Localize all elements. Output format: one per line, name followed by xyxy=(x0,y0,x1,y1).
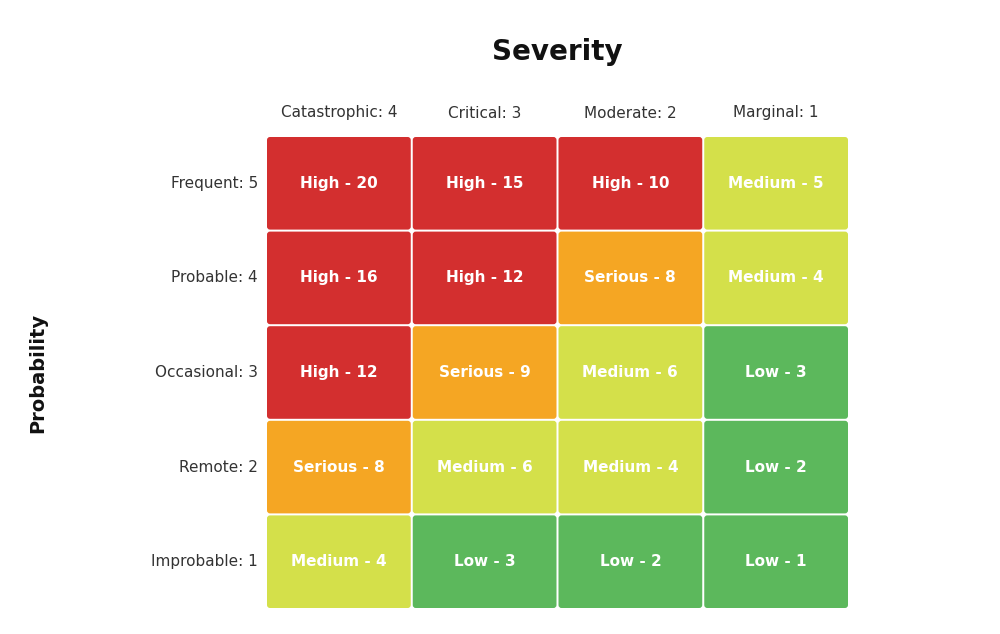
Text: Moderate: 2: Moderate: 2 xyxy=(584,105,677,120)
FancyBboxPatch shape xyxy=(704,421,848,514)
FancyBboxPatch shape xyxy=(267,327,411,419)
Text: Medium - 4: Medium - 4 xyxy=(728,270,824,285)
Text: Medium - 5: Medium - 5 xyxy=(728,176,824,191)
Text: Low - 3: Low - 3 xyxy=(454,554,515,569)
FancyBboxPatch shape xyxy=(704,137,848,230)
Text: Low - 2: Low - 2 xyxy=(600,554,661,569)
Text: Low - 3: Low - 3 xyxy=(745,365,807,380)
FancyBboxPatch shape xyxy=(558,231,702,324)
Text: Serious - 8: Serious - 8 xyxy=(293,460,385,475)
Text: Catastrophic: 4: Catastrophic: 4 xyxy=(281,105,397,120)
Text: High - 12: High - 12 xyxy=(300,365,378,380)
FancyBboxPatch shape xyxy=(413,515,556,608)
FancyBboxPatch shape xyxy=(558,137,702,230)
FancyBboxPatch shape xyxy=(413,231,556,324)
Text: High - 20: High - 20 xyxy=(300,176,378,191)
Text: Frequent: 5: Frequent: 5 xyxy=(171,176,258,191)
FancyBboxPatch shape xyxy=(704,515,848,608)
Text: Marginal: 1: Marginal: 1 xyxy=(733,105,819,120)
Text: Serious - 8: Serious - 8 xyxy=(584,270,676,285)
FancyBboxPatch shape xyxy=(558,515,702,608)
Text: High - 15: High - 15 xyxy=(446,176,523,191)
FancyBboxPatch shape xyxy=(704,231,848,324)
FancyBboxPatch shape xyxy=(413,421,556,514)
Text: Medium - 4: Medium - 4 xyxy=(583,460,678,475)
Text: High - 16: High - 16 xyxy=(300,270,378,285)
Text: Improbable: 1: Improbable: 1 xyxy=(151,554,258,569)
Text: Low - 2: Low - 2 xyxy=(745,460,807,475)
Text: Remote: 2: Remote: 2 xyxy=(179,460,258,475)
Text: Probable: 4: Probable: 4 xyxy=(171,270,258,285)
Text: Critical: 3: Critical: 3 xyxy=(448,105,521,120)
FancyBboxPatch shape xyxy=(267,421,411,514)
Text: Serious - 9: Serious - 9 xyxy=(439,365,530,380)
FancyBboxPatch shape xyxy=(558,421,702,514)
Text: High - 12: High - 12 xyxy=(446,270,523,285)
Text: Probability: Probability xyxy=(28,313,48,432)
FancyBboxPatch shape xyxy=(267,231,411,324)
FancyBboxPatch shape xyxy=(267,137,411,230)
FancyBboxPatch shape xyxy=(413,137,556,230)
Text: Medium - 6: Medium - 6 xyxy=(582,365,678,380)
Text: Occasional: 3: Occasional: 3 xyxy=(155,365,258,380)
FancyBboxPatch shape xyxy=(704,327,848,419)
Text: High - 10: High - 10 xyxy=(592,176,669,191)
Text: Medium - 4: Medium - 4 xyxy=(291,554,387,569)
Text: Low - 1: Low - 1 xyxy=(745,554,807,569)
FancyBboxPatch shape xyxy=(558,327,702,419)
FancyBboxPatch shape xyxy=(413,327,556,419)
Text: Severity: Severity xyxy=(492,38,623,66)
FancyBboxPatch shape xyxy=(267,515,411,608)
Text: Medium - 6: Medium - 6 xyxy=(437,460,532,475)
